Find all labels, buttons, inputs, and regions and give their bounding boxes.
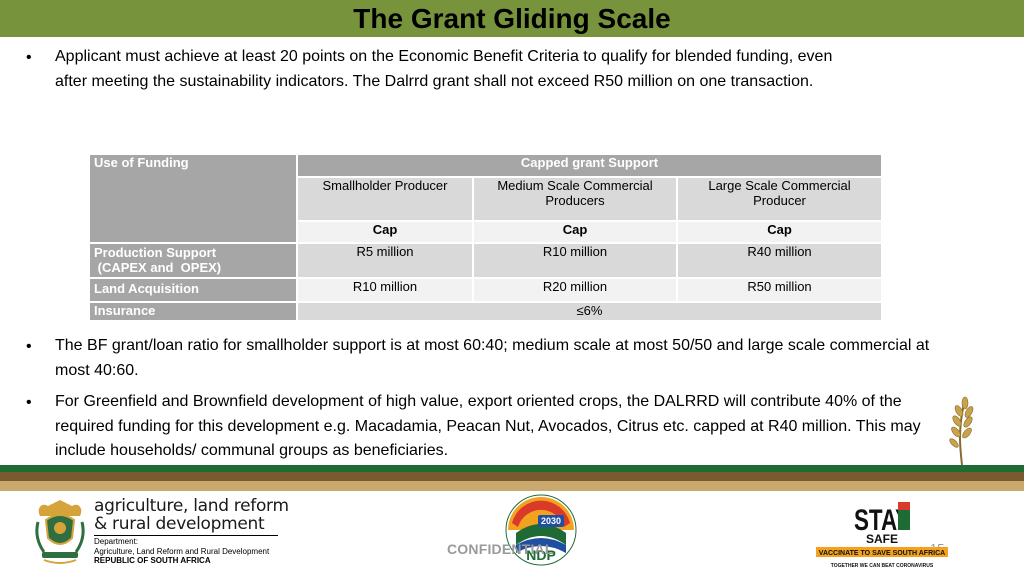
subheader-medium-scale: Medium Scale Commercial Producers [472, 176, 678, 222]
header-capped-grant-support: Capped grant Support [295, 153, 884, 178]
table-cell: R10 million [296, 277, 474, 303]
divider [94, 535, 278, 536]
footer-stripe-green [0, 465, 1024, 472]
table-cell: R50 million [675, 277, 884, 303]
footer-stripe-brown [0, 472, 1024, 481]
header-use-of-funding: Use of Funding [88, 153, 298, 244]
coat-of-arms-logo [35, 500, 85, 564]
title-bar [0, 0, 1024, 37]
bullet-text-ratio: The BF grant/loan ratio for smallholder … [55, 334, 929, 383]
department-sub-line: Department: [94, 537, 139, 546]
ndp-wordmark: NDP [526, 547, 556, 563]
bullet-line: include households/ communal groups as b… [55, 442, 449, 459]
grant-table: Use of Funding Capped grant Support Smal… [88, 153, 884, 322]
department-sub-line: Agriculture, Land Reform and Rural Devel… [94, 546, 270, 556]
stay-safe-word: SAFE [866, 532, 898, 546]
ndp-year: 2030 [541, 516, 561, 526]
ndp-2030-logo: 2030 NDP [505, 494, 577, 566]
stay-safe-logo: STAY SAFE VACCINATE TO SAVE SOUTH AFRICA… [816, 502, 948, 569]
bullet-line: required funding for this development e.… [55, 417, 921, 435]
table-cell: R20 million [472, 277, 678, 303]
bullet-line: most 40:60. [55, 361, 139, 379]
stay-safe-tagline: TOGETHER WE CAN BEAT CORONAVIRUS [831, 563, 934, 569]
row-label-line: Production Support [94, 245, 217, 260]
footer-stripe-tan [0, 481, 1024, 491]
department-subtitle: Department: Agriculture, Land Reform and… [94, 537, 269, 566]
bullet-line: The BF grant/loan ratio for smallholder … [55, 337, 930, 354]
wheat-icon [949, 396, 974, 466]
table-row: Land Acquisition R10 million R20 million… [88, 277, 884, 303]
row-label-line: (CAPEX and OPEX) [94, 260, 222, 275]
bullet-text-eligibility: Applicant must achieve at least 20 point… [55, 45, 832, 94]
subheader-smallholder: Smallholder Producer [296, 176, 474, 222]
page-title: The Grant Gliding Scale [353, 3, 671, 34]
table-cell: R5 million [296, 242, 474, 279]
bullet-text-greenfield: For Greenfield and Brownfield developmen… [55, 390, 921, 464]
table-cell: R40 million [675, 242, 884, 279]
insurance-value: ≤6% [295, 301, 884, 322]
bullet-line: Applicant must achieve at least 20 point… [55, 48, 833, 65]
bullet-marker: • [26, 49, 32, 66]
row-label-land-acquisition: Land Acquisition [88, 277, 298, 303]
cap-label: Cap [675, 220, 884, 244]
bullet-marker: • [26, 394, 32, 411]
row-label-production-support: Production Support (CAPEX and OPEX) [88, 242, 298, 279]
row-label-insurance: Insurance [88, 301, 298, 322]
department-wordmark: agriculture, land reform & rural develop… [94, 497, 289, 533]
department-sub-line: REPUBLIC OF SOUTH AFRICA [94, 556, 211, 565]
bullet-line: For Greenfield and Brownfield developmen… [55, 393, 902, 410]
cap-label: Cap [472, 220, 678, 244]
cap-label: Cap [296, 220, 474, 244]
department-line: agriculture, land reform [94, 496, 289, 516]
table-row: Production Support (CAPEX and OPEX) R5 m… [88, 242, 884, 279]
confidential-label: CONFIDENTIAL [447, 541, 554, 557]
table-row: Insurance ≤6% [88, 301, 884, 322]
department-line: & rural development [94, 514, 265, 534]
table-cell: R10 million [472, 242, 678, 279]
bullet-line: after meeting the sustainability indicat… [55, 72, 814, 90]
subheader-large-scale: Large Scale Commercial Producer [675, 176, 884, 222]
bullet-marker: • [26, 338, 32, 355]
stay-safe-banner: VACCINATE TO SAVE SOUTH AFRICA [819, 550, 945, 557]
